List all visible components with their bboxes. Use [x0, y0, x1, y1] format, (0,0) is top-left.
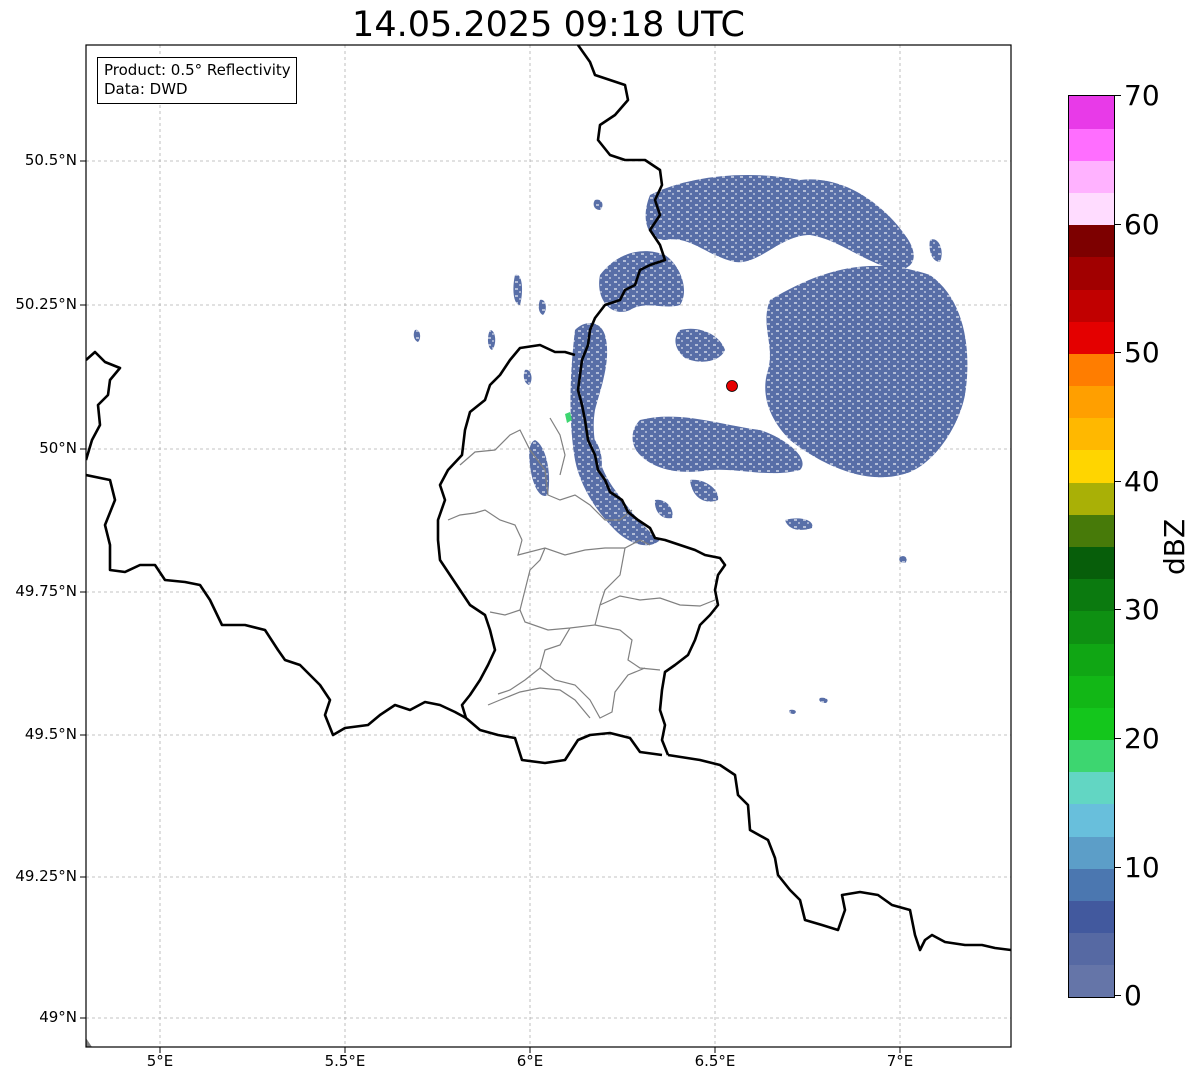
gridlines: [86, 45, 1011, 1047]
colorbar-segment: [1069, 192, 1114, 226]
colorbar-segment: [1069, 256, 1114, 290]
colorbar-segment: [1069, 514, 1114, 547]
colorbar-label-60: 60: [1124, 208, 1160, 241]
colorbar-segment: [1069, 739, 1114, 773]
colorbar-segment: [1069, 128, 1114, 161]
radar-echoes: [413, 175, 968, 714]
colorbar-tick-70: [1115, 95, 1121, 96]
colorbar-segment: [1069, 771, 1114, 805]
plot-area: [86, 45, 1011, 1047]
colorbar-label-20: 20: [1124, 722, 1160, 755]
colorbar-tick-0: [1115, 995, 1121, 996]
colorbar-label-0: 0: [1124, 979, 1142, 1012]
lat-label-50-5: 50.5°N: [24, 151, 77, 169]
echo-highlight: [565, 412, 572, 423]
lon-label-6-5: 6.5°E: [694, 1052, 736, 1070]
district-borders: [447, 417, 716, 719]
colorbar-label-30: 30: [1124, 593, 1160, 626]
country-borders: [86, 45, 1011, 952]
colorbar-label-70: 70: [1124, 79, 1160, 112]
info-box: Product: 0.5° Reflectivity Data: DWD: [97, 57, 297, 104]
colorbar-segment: [1069, 610, 1114, 644]
colorbar-segment: [1069, 321, 1114, 354]
colorbar-segment: [1069, 353, 1114, 387]
colorbar-segment: [1069, 932, 1114, 966]
colorbar-tick-20: [1115, 738, 1121, 739]
lat-label-49: 49°N: [39, 1008, 77, 1026]
colorbar-segment: [1069, 964, 1114, 998]
colorbar: [1068, 95, 1115, 998]
colorbar-segment: [1069, 417, 1114, 451]
lon-label-7: 7°E: [886, 1052, 914, 1070]
lat-label-49-25: 49.25°N: [15, 867, 77, 885]
colorbar-label-10: 10: [1124, 851, 1160, 884]
colorbar-segment: [1069, 900, 1114, 934]
colorbar-segment: [1069, 449, 1114, 483]
radar-site-marker: [726, 380, 738, 392]
axis-ticks: [80, 160, 901, 1053]
lat-label-50-25: 50.25°N: [15, 295, 77, 313]
plot-frame: [85, 44, 1012, 1048]
colorbar-segment: [1069, 578, 1114, 612]
colorbar-unit-label: dBZ: [1158, 518, 1191, 575]
colorbar-segment: [1069, 96, 1114, 129]
colorbar-segment: [1069, 836, 1114, 869]
info-product: Product: 0.5° Reflectivity: [104, 61, 291, 79]
colorbar-segment: [1069, 643, 1114, 676]
lon-label-6: 6°E: [516, 1052, 544, 1070]
colorbar-segment: [1069, 224, 1114, 258]
lon-label-5: 5°E: [146, 1052, 174, 1070]
colorbar-tick-40: [1115, 481, 1121, 482]
colorbar-label-40: 40: [1124, 465, 1160, 498]
colorbar-segment: [1069, 803, 1114, 837]
info-data-source: Data: DWD: [104, 80, 188, 98]
lat-label-49-75: 49.75°N: [15, 582, 77, 600]
colorbar-segment: [1069, 385, 1114, 419]
lon-label-5-5: 5.5°E: [324, 1052, 366, 1070]
colorbar-tick-30: [1115, 609, 1121, 610]
colorbar-segment: [1069, 707, 1114, 741]
colorbar-tick-60: [1115, 224, 1121, 225]
colorbar-segment: [1069, 482, 1114, 515]
lat-label-50: 50°N: [39, 439, 77, 457]
map-title: 14.05.2025 09:18 UTC: [352, 5, 745, 45]
colorbar-tick-10: [1115, 867, 1121, 868]
colorbar-segment: [1069, 546, 1114, 580]
colorbar-label-50: 50: [1124, 336, 1160, 369]
colorbar-segment: [1069, 675, 1114, 708]
colorbar-segment: [1069, 868, 1114, 901]
colorbar-tick-50: [1115, 352, 1121, 353]
colorbar-segment: [1069, 289, 1114, 322]
lat-label-49-5: 49.5°N: [24, 725, 77, 743]
colorbar-segment: [1069, 160, 1114, 194]
